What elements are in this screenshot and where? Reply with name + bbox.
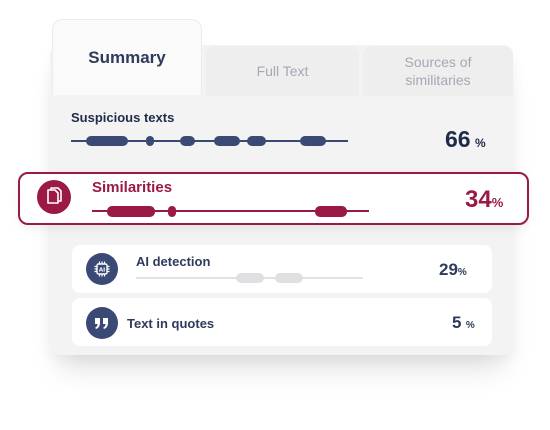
suspicious-texts-title: Suspicious texts — [71, 110, 175, 125]
tab-summary-label: Summary — [88, 47, 166, 67]
tab-sources-of-similitaries[interactable]: Sources of similitaries — [363, 46, 513, 96]
suspicious-segment — [86, 136, 128, 146]
similarities-segment — [315, 206, 347, 217]
similarities-row[interactable]: Similarities 34% — [18, 172, 529, 225]
suspicious-segment — [146, 136, 154, 146]
svg-text:AI: AI — [99, 267, 105, 273]
text-in-quotes-row[interactable]: Text in quotes 5 % — [72, 298, 492, 346]
ai-detection-value: 29 — [439, 260, 458, 279]
suspicious-unit: % — [475, 136, 486, 150]
tab-sources-label: Sources of similitaries — [405, 53, 472, 89]
suspicious-value: 66 — [445, 126, 471, 152]
similarities-segment — [168, 206, 176, 217]
ai-detection-percentage: 29% — [439, 260, 467, 280]
text-in-quotes-percentage: 5 % — [452, 313, 475, 333]
ai-detection-segment — [275, 273, 303, 283]
similarities-segment — [107, 206, 155, 217]
ai-detection-unit: % — [457, 267, 467, 278]
suspicious-track — [71, 140, 348, 142]
text-in-quotes-unit: % — [465, 320, 475, 331]
tab-full-text[interactable]: Full Text — [206, 46, 359, 96]
quote-icon — [86, 307, 118, 339]
text-in-quotes-value: 5 — [452, 313, 462, 332]
tab-sources-label-line2: similitaries — [405, 72, 471, 88]
similarities-track — [92, 210, 369, 212]
ai-detection-title: AI detection — [136, 254, 211, 269]
suspicious-segment — [300, 136, 326, 146]
similarities-value: 34 — [465, 186, 492, 213]
suspicious-percentage: 66 % — [445, 126, 486, 153]
tab-sources-label-line1: Sources of — [404, 54, 472, 70]
similarities-title: Similarities — [92, 179, 173, 196]
suspicious-segment — [180, 136, 195, 146]
tab-full-text-label: Full Text — [256, 63, 309, 79]
similarities-percentage: 34% — [465, 186, 503, 214]
ai-detection-row[interactable]: AI AI detection 29% — [72, 245, 492, 293]
suspicious-segment — [247, 136, 266, 146]
suspicious-segment — [214, 136, 240, 146]
tab-summary[interactable]: Summary — [52, 19, 202, 95]
copy-document-icon — [37, 180, 71, 214]
similarities-unit: % — [491, 195, 504, 210]
ai-chip-icon: AI — [86, 253, 118, 285]
ai-detection-segment — [236, 273, 264, 283]
text-in-quotes-title: Text in quotes — [127, 316, 215, 331]
